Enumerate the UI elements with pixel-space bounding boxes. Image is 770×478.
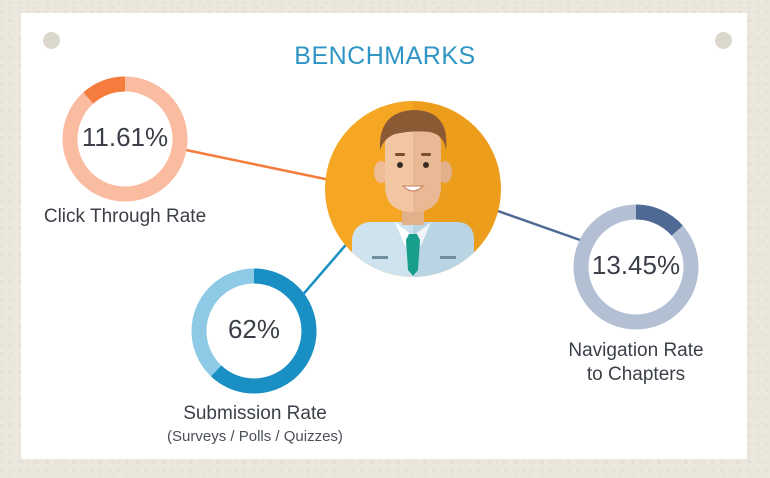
value-label-click-through: 11.61% [82,122,168,152]
connector-navigation [494,208,581,242]
value-label-submission: 62% [228,314,280,344]
page-title: BENCHMARKS [294,42,476,70]
value-label-navigation: 13.45% [592,250,680,280]
connector-click-through [185,148,331,182]
submission-arc [191,268,317,394]
punch-hole-left [43,32,60,49]
label-navigation-line1: Navigation Rate [568,340,704,361]
label-navigation-line2: to Chapters [586,364,686,385]
donut-click-through-rate [62,76,188,202]
donut-submission-rate [191,268,317,394]
label-click-through: Click Through Rate [43,206,207,227]
label-submission-sub: (Surveys / Polls / Quizzes) [167,428,343,445]
punch-hole-right [715,32,732,49]
navigation-arc [573,204,699,330]
connector-submission [299,239,351,299]
label-submission: Submission Rate [183,403,327,424]
donut-navigation-rate [573,204,699,330]
click-through-arc [62,76,188,202]
businessman-avatar-icon [325,101,501,277]
